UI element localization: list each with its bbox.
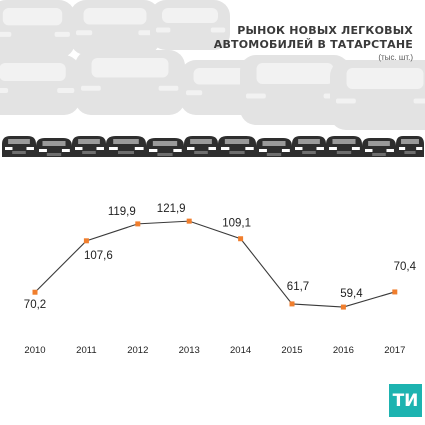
data-point-2012 <box>135 221 141 227</box>
data-label-2011: 107,6 <box>84 250 113 262</box>
data-label-2014: 109,1 <box>222 218 251 230</box>
data-label-2010: 70,2 <box>24 299 46 311</box>
chart-title: РЫНОК НОВЫХ ЛЕГКОВЫХ АВТОМОБИЛЕЙ В ТАТАР… <box>214 24 413 64</box>
data-point-2011 <box>83 238 89 244</box>
data-point-2014 <box>238 236 244 242</box>
data-label-2013: 121,9 <box>157 203 186 215</box>
series-line <box>34 220 395 308</box>
x-tick-label-2016: 2016 <box>333 345 354 356</box>
x-tick-label-2015: 2015 <box>281 345 302 356</box>
title-line-1: РЫНОК НОВЫХ ЛЕГКОВЫХ <box>237 24 413 37</box>
x-tick-label-2011: 2011 <box>76 345 96 356</box>
data-label-2012: 119,9 <box>108 206 136 218</box>
x-tick-label-2014: 2014 <box>230 345 251 356</box>
title-line-2: АВТОМОБИЛЕЙ В ТАТАРСТАНЕ <box>213 38 413 51</box>
x-tick-label-2010: 2010 <box>24 345 45 356</box>
data-point-2015 <box>289 301 295 307</box>
tatar-inform-logo: ТИ <box>389 384 422 417</box>
logo-text: ТИ <box>392 390 419 411</box>
data-point-2013 <box>186 218 192 224</box>
data-point-2017 <box>392 289 398 295</box>
x-tick-label-2012: 2012 <box>127 345 148 356</box>
unit-label: (тыс. шт.) <box>378 53 413 62</box>
data-label-2016: 59,4 <box>340 288 363 300</box>
x-tick-label-2017: 2017 <box>384 345 405 356</box>
data-label-2017: 70,4 <box>394 261 417 273</box>
data-point-2016 <box>340 304 346 310</box>
background-car-silhouettes <box>0 0 425 130</box>
line-chart: 70,2 107,6 119,9 121,9 109,1 61,7 59,4 70,4 2010… <box>24 203 417 356</box>
data-point-2010 <box>32 289 38 295</box>
data-label-2015: 61,7 <box>287 281 309 293</box>
car-illustration <box>0 0 425 157</box>
x-tick-label-2013: 2013 <box>179 345 200 356</box>
car-row-icons <box>2 136 424 157</box>
